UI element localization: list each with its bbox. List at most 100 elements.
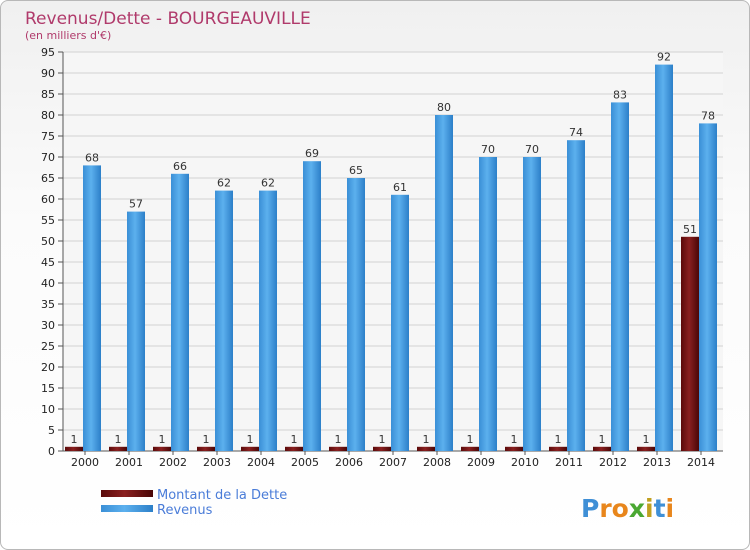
debt-value-label: 1 [467, 433, 474, 446]
y-tick-label: 40 [41, 277, 55, 290]
legend-swatch [101, 490, 153, 497]
x-tick-label: 2002 [159, 456, 187, 469]
y-tick-label: 60 [41, 193, 55, 206]
y-tick-label: 10 [41, 403, 55, 416]
debt-value-label: 1 [247, 433, 254, 446]
y-tick-label: 15 [41, 382, 55, 395]
x-tick-label: 2003 [203, 456, 231, 469]
y-tick-label: 0 [48, 445, 55, 458]
legend-swatch [101, 505, 153, 512]
debt-bar [197, 446, 215, 451]
x-tick-label: 2014 [687, 456, 715, 469]
x-tick-label: 2007 [379, 456, 407, 469]
revenue-bar [347, 178, 365, 451]
revenue-value-label: 62 [261, 177, 275, 190]
debt-value-label: 1 [291, 433, 298, 446]
debt-bar [461, 446, 479, 451]
x-tick-label: 2010 [511, 456, 539, 469]
revenue-value-label: 70 [481, 143, 495, 156]
debt-value-label: 1 [555, 433, 562, 446]
x-tick-label: 2009 [467, 456, 495, 469]
logo-letter: i [645, 494, 654, 523]
debt-bar [373, 446, 391, 451]
x-tick-label: 2006 [335, 456, 363, 469]
logo-letter: o [612, 494, 629, 523]
revenue-bar [699, 123, 717, 452]
revenue-value-label: 70 [525, 143, 539, 156]
y-tick-label: 75 [41, 130, 55, 143]
revenue-value-label: 62 [217, 177, 231, 190]
y-tick-label: 95 [41, 46, 55, 59]
legend-label: Revenus [157, 503, 213, 518]
revenue-value-label: 65 [349, 164, 363, 177]
y-tick-label: 70 [41, 151, 55, 164]
debt-bar [329, 446, 347, 451]
y-tick-label: 45 [41, 256, 55, 269]
x-tick-label: 2008 [423, 456, 451, 469]
x-tick-label: 2013 [643, 456, 671, 469]
revenue-value-label: 61 [393, 181, 407, 194]
revenue-value-label: 78 [701, 109, 715, 122]
logo-letter: r [599, 494, 612, 523]
debt-value-label: 1 [203, 433, 210, 446]
debt-value-label: 1 [159, 433, 166, 446]
revenue-bar [127, 211, 145, 451]
x-tick-label: 2011 [555, 456, 583, 469]
revenue-bar [83, 165, 101, 451]
debt-bar [549, 446, 567, 451]
debt-bar [505, 446, 523, 451]
revenue-value-label: 80 [437, 101, 451, 114]
logo-letter: t [654, 494, 666, 523]
chart-subtitle: (en milliers d'€) [25, 29, 111, 42]
revenue-bar [171, 173, 189, 452]
revenue-bar [611, 102, 629, 452]
y-tick-label: 50 [41, 235, 55, 248]
logo-letter: i [666, 494, 675, 523]
revenue-bar [655, 64, 673, 451]
debt-bar [637, 446, 655, 451]
y-tick-label: 35 [41, 298, 55, 311]
debt-bar [285, 446, 303, 451]
revenue-value-label: 68 [85, 151, 99, 164]
revenue-value-label: 57 [129, 198, 143, 211]
revenue-value-label: 69 [305, 147, 319, 160]
y-tick-label: 65 [41, 172, 55, 185]
y-tick-label: 80 [41, 109, 55, 122]
debt-value-label: 1 [71, 433, 78, 446]
debt-bar [681, 236, 699, 451]
debt-value-label: 1 [335, 433, 342, 446]
debt-value-label: 1 [115, 433, 122, 446]
chart-title: Revenus/Dette - BOURGEAUVILLE [25, 9, 311, 29]
y-tick-label: 20 [41, 361, 55, 374]
debt-bar [153, 446, 171, 451]
logo-letter: x [629, 494, 645, 523]
x-tick-label: 2001 [115, 456, 143, 469]
debt-bar [109, 446, 127, 451]
debt-value-label: 1 [511, 433, 518, 446]
x-tick-label: 2005 [291, 456, 319, 469]
y-tick-label: 55 [41, 214, 55, 227]
y-tick-label: 25 [41, 340, 55, 353]
x-tick-label: 2012 [599, 456, 627, 469]
revenue-bar [391, 194, 409, 452]
debt-value-label: 1 [643, 433, 650, 446]
revenue-value-label: 66 [173, 160, 187, 173]
x-tick-label: 2000 [71, 456, 99, 469]
debt-value-label: 1 [379, 433, 386, 446]
y-tick-label: 90 [41, 67, 55, 80]
debt-bar [65, 446, 83, 451]
debt-bar [241, 446, 259, 451]
revenue-bar [435, 115, 453, 451]
y-tick-label: 30 [41, 319, 55, 332]
debt-bar [417, 446, 435, 451]
revenue-value-label: 74 [569, 126, 583, 139]
revenue-bar [523, 157, 541, 451]
logo-letter: P [581, 494, 599, 523]
revenue-bar [259, 190, 277, 451]
proxiti-logo: Proxiti [581, 494, 674, 523]
debt-bar [593, 446, 611, 451]
y-tick-label: 5 [48, 424, 55, 437]
debt-value-label: 1 [423, 433, 430, 446]
